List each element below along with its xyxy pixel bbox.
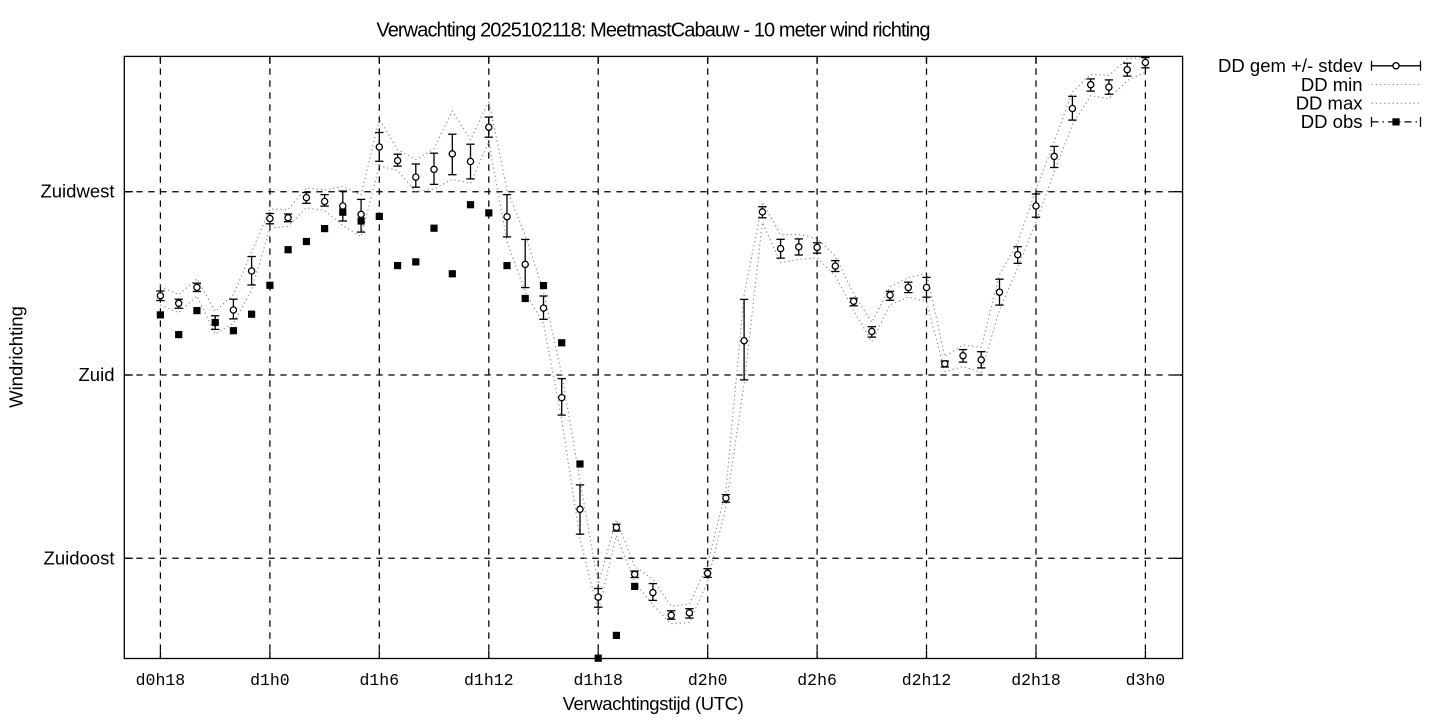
svg-text:d2h12: d2h12 [902, 671, 952, 690]
svg-text:DD obs: DD obs [1301, 111, 1363, 132]
svg-text:Verwachtingstijd (UTC): Verwachtingstijd (UTC) [563, 693, 744, 714]
svg-text:Zuidoost: Zuidoost [44, 547, 115, 568]
svg-text:d2h0: d2h0 [688, 671, 728, 690]
svg-text:DD gem +/- stdev: DD gem +/- stdev [1218, 55, 1363, 76]
svg-text:d2h6: d2h6 [797, 671, 837, 690]
svg-text:d0h18: d0h18 [136, 671, 186, 690]
svg-text:DD min: DD min [1301, 74, 1363, 95]
svg-text:Verwachting 2025102118: Meetma: Verwachting 2025102118: MeetmastCabauw -… [376, 20, 929, 42]
svg-text:Windrichting: Windrichting [6, 306, 27, 408]
svg-text:d1h6: d1h6 [359, 671, 399, 690]
svg-text:Zuid: Zuid [79, 364, 115, 385]
svg-text:Zuidwest: Zuidwest [40, 181, 114, 202]
svg-text:d1h0: d1h0 [250, 671, 290, 690]
svg-text:d3h0: d3h0 [1126, 671, 1166, 690]
svg-text:d1h18: d1h18 [573, 671, 623, 690]
svg-text:d1h12: d1h12 [464, 671, 514, 690]
svg-text:DD max: DD max [1296, 93, 1364, 114]
svg-text:d2h18: d2h18 [1011, 671, 1061, 690]
